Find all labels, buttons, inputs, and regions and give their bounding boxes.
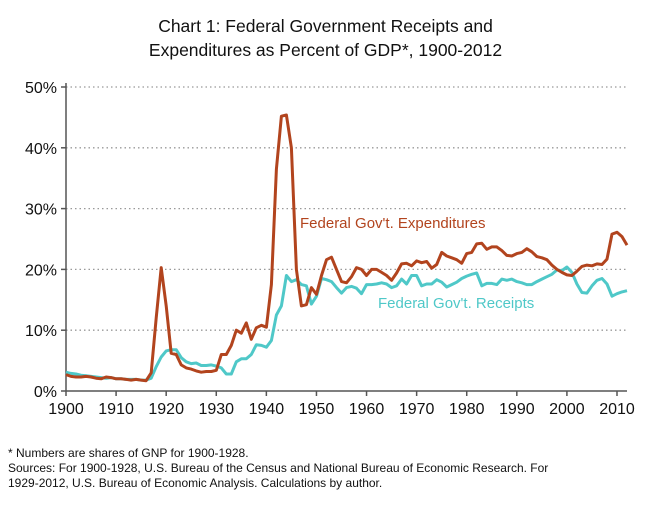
x-tick-label: 1980 [449,401,485,418]
y-tick-label: 40% [25,141,57,158]
x-tick-label: 1940 [249,401,285,418]
y-tick-label: 20% [25,262,57,279]
expenditures-line [65,113,629,383]
x-tick-label: 1970 [399,401,435,418]
x-tick-label: 1900 [48,401,84,418]
grid-lines [66,86,627,331]
y-tick-label: 30% [25,202,57,219]
y-tick-label: 0% [34,384,57,401]
footnote: * Numbers are shares of GNP for 1900-192… [8,446,249,460]
x-tick-label: 2000 [549,401,585,418]
chart-notes: * Numbers are shares of GNP for 1900-192… [8,446,548,491]
x-tick-label: 1960 [349,401,385,418]
x-tick-label: 1930 [198,401,234,418]
receipts-label: Federal Gov't. Receipts [378,295,534,312]
axes: 0% 10% 20% 30% 40% 50% 1900 1910 1920 1930 1940 195… [25,80,635,418]
x-tick-label: 1920 [148,401,184,418]
x-tick-label: 1950 [299,401,335,418]
expenditures-label: Federal Gov't. Expenditures [300,215,485,232]
x-tick-label: 1990 [499,401,535,418]
x-tick-label: 2010 [599,401,635,418]
sources-line-2: 1929-2012, U.S. Bureau of Economic Analy… [8,476,383,490]
chart-title: Chart 1: Federal Government Receipts and… [0,14,651,62]
y-tick-label: 50% [25,80,57,97]
sources-line-1: Sources: For 1900-1928, U.S. Bureau of t… [8,461,549,475]
line-chart: 0% 10% 20% 30% 40% 50% 1900 1910 1920 1930 1940 195… [25,80,635,418]
series-lines [65,113,629,383]
y-tick-label: 10% [25,323,57,340]
chart-title-line-1: Chart 1: Federal Government Receipts and [158,16,493,36]
receipts-line [65,265,628,382]
x-tick-label: 1910 [98,401,134,418]
chart-title-line-2: Expenditures as Percent of GDP*, 1900-20… [148,40,503,60]
